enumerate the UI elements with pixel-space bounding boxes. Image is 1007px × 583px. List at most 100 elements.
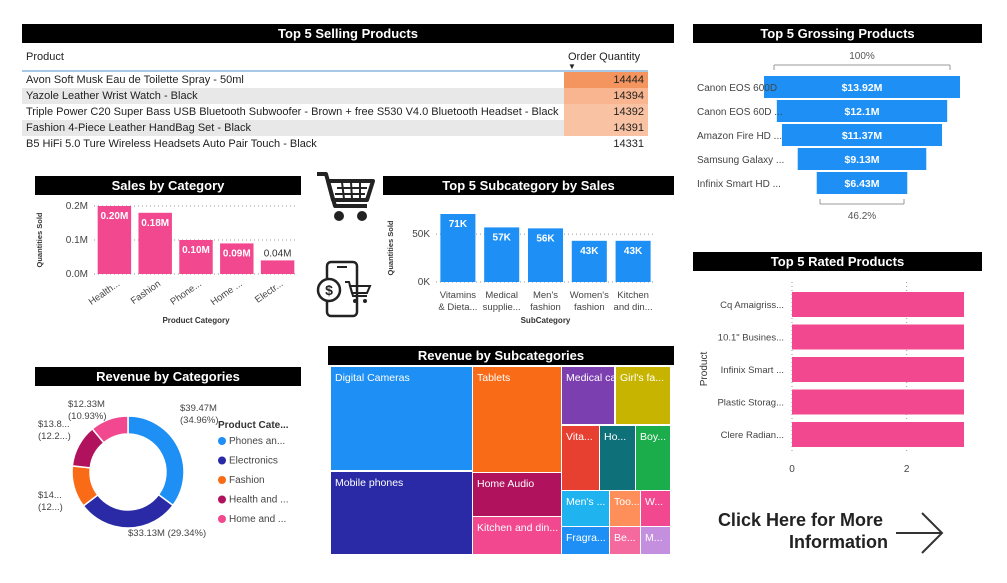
legend-marker <box>218 437 226 445</box>
revenue-by-subcategories-treemap: Digital Cameras Mobile phones Tablets Home … <box>331 367 670 554</box>
mobile-shopping-icon: $ <box>316 260 372 318</box>
x-tick-label: and din... <box>614 302 653 313</box>
treemap-label: Ho... <box>604 431 626 443</box>
funnel-top-label: 100% <box>849 51 875 62</box>
bar <box>220 243 254 274</box>
slice-label: $14... <box>38 490 62 501</box>
y-axis-label: Quantities Sold <box>386 220 395 275</box>
y-tick-label: Infinix Smart ... <box>721 365 784 376</box>
treemap-tile <box>473 367 561 472</box>
data-label: $9.13M <box>844 154 879 166</box>
x-tick-label: supplie... <box>483 302 521 313</box>
data-label: $13.92M <box>842 82 883 94</box>
data-label: 0.20M <box>101 211 129 222</box>
top-rated-title: Top 5 Rated Products <box>693 252 982 271</box>
bar <box>440 214 476 282</box>
y-tick-label: 0K <box>418 277 431 288</box>
treemap-tile <box>473 517 561 554</box>
top-grossing-title: Top 5 Grossing Products <box>693 24 982 43</box>
legend-marker <box>218 495 226 504</box>
table-row[interactable]: Triple Power C20 Super Bass USB Bluetoot… <box>22 104 648 120</box>
treemap-label: Medical ca... <box>566 372 625 384</box>
treemap-tile <box>641 527 670 554</box>
data-label: 0.18M <box>141 218 169 229</box>
legend-marker <box>218 476 226 484</box>
bar <box>792 324 964 350</box>
column-header-product[interactable]: Product <box>26 51 64 63</box>
treemap-label: Be... <box>614 532 636 544</box>
order-quantity-cell: 14394 <box>564 88 648 104</box>
revenue-by-categories-donut: $39.47M(34.96%)$33.13M (29.34%)$14...(12… <box>38 399 289 539</box>
treemap-label: Kitchen and din... <box>477 522 558 534</box>
x-tick-label: 0 <box>789 464 795 475</box>
x-tick-label: Medical <box>485 290 518 301</box>
y-tick-label: 10.1" Busines... <box>718 333 784 344</box>
legend-marker <box>218 515 226 523</box>
category-label: Amazon Fire HD ... <box>697 131 782 142</box>
treemap-label: Tablets <box>477 372 510 384</box>
treemap-tile <box>331 472 472 554</box>
sales-by-category-chart: 0.0M 0.1M 0.2M 0.20M Health... 0.18M Fashion 0.… <box>35 201 298 325</box>
legend-label: Health and ... <box>229 495 288 506</box>
data-label: 0.04M <box>264 248 292 259</box>
product-cell: Triple Power C20 Super Bass USB Bluetoot… <box>26 106 559 118</box>
category-label: Infinix Smart HD ... <box>697 179 781 190</box>
x-tick-label: Vitamins <box>440 290 477 301</box>
bar <box>97 206 132 274</box>
data-label: 56K <box>536 233 555 244</box>
x-axis-label: SubCategory <box>521 316 571 325</box>
product-cell: Avon Soft Musk Eau de Toilette Spray - 5… <box>26 74 244 86</box>
data-label: 0.10M <box>182 245 210 256</box>
y-tick-label: 0.2M <box>66 201 88 212</box>
revenue-by-categories-title: Revenue by Categories <box>35 367 301 386</box>
funnel-bar <box>797 148 927 170</box>
top-subcategory-chart: 0K 50K 71K Vitamins& Dieta... 57K Medicalsupp… <box>386 214 655 325</box>
bar <box>615 240 651 282</box>
treemap-label: Vita... <box>566 431 593 443</box>
top-subcategory-title: Top 5 Subcategory by Sales <box>383 176 674 195</box>
treemap-tile <box>562 491 609 526</box>
treemap-tile <box>562 527 609 554</box>
legend-label: Electronics <box>229 456 278 467</box>
more-information-link[interactable]: Click Here for More Information <box>690 509 944 557</box>
product-cell: Yazole Leather Wrist Watch - Black <box>26 90 198 102</box>
column-header-order-quantity[interactable]: Order Quantity ▼ <box>564 44 648 71</box>
slice-label: (12...) <box>38 502 63 513</box>
y-tick-label: Cq Amaigriss... <box>720 300 784 311</box>
bar <box>792 292 964 317</box>
slice-label: $33.13M (29.34%) <box>128 528 206 539</box>
slice-label: $39.47M <box>180 403 217 414</box>
y-tick-label: Plastic Storag... <box>717 398 784 409</box>
treemap-tile <box>610 527 640 554</box>
bar <box>792 357 964 382</box>
treemap-label: Fragra... <box>566 532 606 544</box>
x-tick-label: & Dieta... <box>438 302 477 313</box>
bar <box>138 212 172 274</box>
table-row[interactable]: Fashion 4-Piece Leather HandBag Set - Bl… <box>22 120 648 136</box>
category-label: Canon EOS 600D <box>697 83 777 94</box>
data-label: 71K <box>449 219 468 230</box>
x-tick-label: Women's <box>570 290 609 301</box>
y-tick-label: 0.1M <box>66 235 88 246</box>
treemap-tile <box>636 426 670 490</box>
treemap-tile <box>616 367 670 424</box>
data-label: $12.1M <box>844 106 879 118</box>
x-axis-label: Product Category <box>162 316 230 325</box>
bar <box>792 422 964 447</box>
y-axis-label: Product <box>699 352 710 387</box>
order-quantity-cell: 14391 <box>564 120 648 136</box>
slice-label: $13.8... <box>38 419 70 430</box>
x-tick-label: fashion <box>530 302 561 313</box>
revenue-by-subcategories-title: Revenue by Subcategories <box>328 346 674 365</box>
funnel-bottom-label: 46.2% <box>848 211 876 222</box>
order-quantity-cell: 14444 <box>564 71 648 88</box>
table-row[interactable]: Yazole Leather Wrist Watch - Black 14394 <box>22 88 648 104</box>
bar <box>179 240 213 274</box>
y-axis-label: Quantities Sold <box>35 212 44 267</box>
x-tick-label: Home ... <box>209 278 245 308</box>
top-selling-table: Product Order Quantity ▼ Avon Soft Musk … <box>22 44 674 152</box>
table-row[interactable]: B5 HiFi 5.0 Ture Wireless Headsets Auto … <box>22 136 648 152</box>
treemap-label: Boy... <box>640 431 666 443</box>
table-row[interactable]: Avon Soft Musk Eau de Toilette Spray - 5… <box>22 71 648 88</box>
x-tick-label: Fashion <box>129 278 163 306</box>
